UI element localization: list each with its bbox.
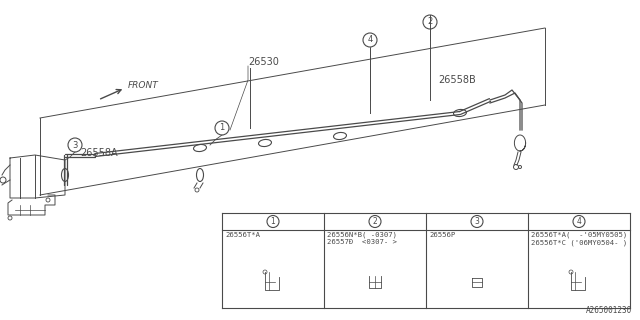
Text: 1: 1 — [220, 124, 225, 132]
Text: 2: 2 — [372, 217, 378, 226]
Text: 1: 1 — [271, 217, 275, 226]
Text: 4: 4 — [577, 217, 581, 226]
Text: 3: 3 — [475, 217, 479, 226]
Text: 26556N*B( -0307)
26557Ð  <0307- >: 26556N*B( -0307) 26557Ð <0307- > — [327, 232, 397, 245]
Text: 26556T*A(  -'05MY0505)
26556T*C ('06MY0504- ): 26556T*A( -'05MY0505) 26556T*C ('06MY050… — [531, 232, 627, 246]
Text: 26530: 26530 — [248, 57, 279, 67]
Text: 3: 3 — [72, 140, 77, 149]
Text: A265001230: A265001230 — [586, 306, 632, 315]
Text: 26558A: 26558A — [80, 148, 118, 158]
Text: 26556P: 26556P — [429, 232, 455, 238]
Text: FRONT: FRONT — [128, 81, 159, 90]
Text: 4: 4 — [367, 36, 372, 44]
Text: 26556T*A: 26556T*A — [225, 232, 260, 238]
Text: 26558B: 26558B — [438, 75, 476, 85]
Text: 2: 2 — [428, 18, 433, 27]
